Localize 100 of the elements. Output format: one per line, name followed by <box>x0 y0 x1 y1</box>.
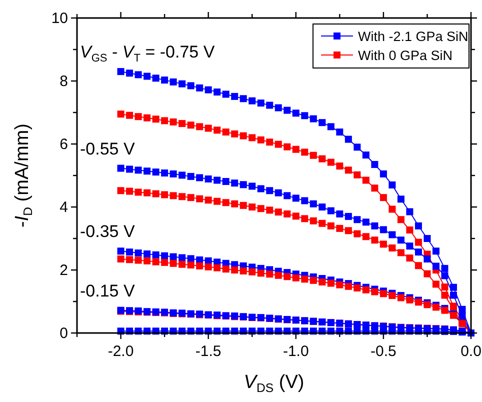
point <box>292 146 300 153</box>
point <box>231 92 238 100</box>
point <box>362 176 370 184</box>
point <box>170 78 177 86</box>
annotation: -0.55 V <box>80 139 136 158</box>
point <box>178 172 186 179</box>
point <box>318 278 326 286</box>
point <box>257 270 264 277</box>
point <box>187 172 194 180</box>
point <box>248 204 256 210</box>
point <box>117 110 124 118</box>
point <box>354 216 361 224</box>
point <box>336 210 344 218</box>
point <box>380 290 387 298</box>
point <box>424 255 431 262</box>
x-tick-label: -1.0 <box>282 343 309 360</box>
point <box>126 112 134 119</box>
point <box>362 152 370 159</box>
point <box>266 102 274 109</box>
point <box>204 86 212 94</box>
point <box>214 126 221 134</box>
point <box>450 284 457 291</box>
point <box>126 188 134 195</box>
point <box>240 95 247 102</box>
point <box>170 192 177 200</box>
point <box>257 205 264 212</box>
point <box>414 262 422 270</box>
point <box>318 119 326 126</box>
point <box>161 117 168 124</box>
point <box>274 140 282 148</box>
point <box>371 160 378 168</box>
point <box>414 222 422 230</box>
point <box>406 254 414 262</box>
point <box>336 224 344 232</box>
point <box>266 270 274 278</box>
point <box>204 263 212 270</box>
point <box>196 195 204 202</box>
point <box>310 152 317 159</box>
point <box>214 264 221 272</box>
point <box>354 284 361 292</box>
point <box>344 282 352 290</box>
point <box>231 200 238 208</box>
point <box>327 207 334 214</box>
point <box>248 134 256 142</box>
point <box>178 120 186 128</box>
point <box>327 158 334 166</box>
point <box>450 292 457 299</box>
point <box>301 148 308 156</box>
point <box>371 184 378 192</box>
y-tick-label: 10 <box>51 10 68 27</box>
point <box>388 231 396 238</box>
point <box>222 199 230 206</box>
point <box>424 270 431 278</box>
point <box>126 248 134 256</box>
point <box>344 212 352 220</box>
point <box>380 194 387 202</box>
point <box>380 240 387 248</box>
x-tick-label: -1.5 <box>195 343 222 360</box>
point <box>144 114 151 122</box>
point <box>371 236 378 244</box>
point <box>187 82 194 90</box>
point <box>161 258 168 266</box>
point <box>292 194 300 202</box>
point <box>214 88 221 96</box>
point <box>441 292 448 299</box>
point <box>406 208 414 216</box>
point <box>354 171 361 178</box>
point <box>380 170 387 178</box>
point <box>266 206 274 214</box>
point <box>126 256 134 264</box>
point <box>222 266 230 273</box>
point <box>187 261 194 268</box>
legend-label: With -2.1 GPa SiN <box>358 29 468 44</box>
point <box>178 254 186 262</box>
point <box>196 123 204 130</box>
point <box>292 110 300 117</box>
point <box>248 182 256 190</box>
point <box>134 113 142 120</box>
point <box>126 70 134 77</box>
annotation: -0.15 V <box>80 281 136 300</box>
point <box>152 190 160 198</box>
point <box>284 273 291 280</box>
point <box>117 68 124 76</box>
point <box>196 174 204 182</box>
point <box>240 267 247 274</box>
y-tick-label: 8 <box>60 73 68 90</box>
point <box>344 136 352 143</box>
y-tick-label: 0 <box>60 325 68 342</box>
point <box>257 100 264 107</box>
point <box>214 198 221 205</box>
y-tick-label: 2 <box>60 262 68 279</box>
point <box>327 123 334 130</box>
point <box>187 122 194 129</box>
point <box>178 193 186 200</box>
point <box>397 249 404 256</box>
point <box>284 210 291 218</box>
point <box>301 276 308 283</box>
point <box>318 220 326 227</box>
point <box>178 260 186 268</box>
point <box>161 252 168 260</box>
